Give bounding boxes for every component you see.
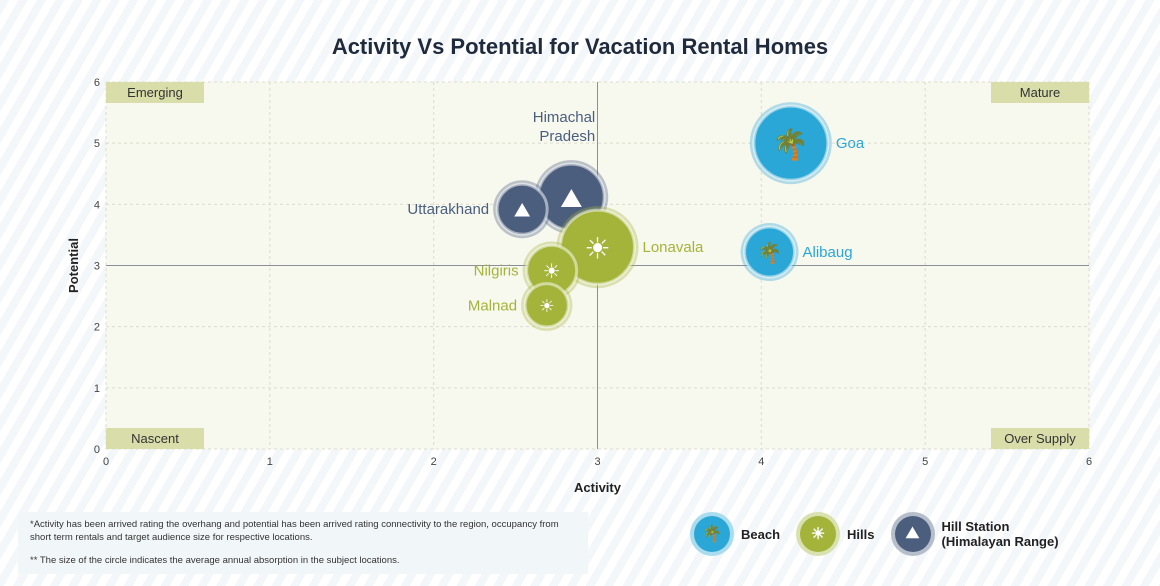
x-tick-label: 3 — [594, 456, 600, 468]
y-tick-label: 1 — [94, 383, 100, 395]
x-tick-label: 2 — [431, 456, 437, 468]
palm-island-icon: 🌴 — [757, 241, 782, 265]
y-tick-label: 4 — [94, 199, 100, 211]
mountain-balloon-icon: ⛰ — [890, 512, 935, 556]
legend-label: Hill Station (Himalayan Range) — [942, 519, 1059, 549]
point-label: Uttarakhand — [407, 201, 489, 218]
bubble-goa — [752, 104, 830, 182]
legend-label-line1: Hill Station — [941, 519, 1010, 534]
quadrant-label: Over Supply — [1004, 431, 1076, 446]
bubble-alibaug — [743, 225, 797, 279]
bubble-uttarakhand — [495, 182, 549, 236]
point-label: Alibaug — [803, 244, 853, 261]
x-tick-label: 1 — [267, 456, 273, 468]
quadrant-label-bg — [106, 82, 204, 103]
legend-beach: 🌴 Beach — [690, 512, 780, 556]
bubble-malnad — [523, 282, 570, 329]
mountain-balloon-icon: ⛰ — [560, 183, 582, 213]
y-tick-label: 0 — [94, 444, 100, 456]
point-label: Malnad — [468, 297, 517, 314]
legend-hills: ☀ Hills — [796, 512, 875, 556]
legend-label: Beach — [741, 526, 781, 542]
palm-island-icon: 🌴 — [772, 127, 809, 161]
footnote-activity: *Activity has been arrived rating the ov… — [30, 519, 559, 543]
x-tick-label: 6 — [1086, 456, 1092, 468]
mountain-balloon-icon: ⛰ — [514, 200, 531, 222]
x-tick-label: 0 — [103, 456, 109, 468]
legend-hill-station: ⛰ Hill Station (Himalayan Range) — [890, 512, 1059, 556]
quadrant-label-bg — [991, 82, 1089, 103]
legend: 🌴 Beach ☀ Hills ⛰ Hill Station (Himalayan… — [690, 512, 1067, 556]
quadrant-label: Mature — [1020, 85, 1060, 100]
y-tick-label: 3 — [94, 261, 100, 273]
quadrant-label-bg — [991, 428, 1089, 449]
y-axis-label: Potential — [66, 238, 81, 293]
x-tick-label: 4 — [758, 456, 764, 468]
x-axis-label: Activity — [574, 480, 622, 495]
x-tick-label: 5 — [922, 456, 928, 468]
y-tick-label: 6 — [94, 77, 100, 89]
hills-tree-icon: ☀ — [539, 296, 555, 316]
legend-label-line2: (Himalayan Range) — [941, 534, 1059, 549]
hills-tree-icon: ☀ — [796, 512, 841, 556]
footnote-box: *Activity has been arrived rating the ov… — [18, 512, 588, 574]
legend-label: Hills — [847, 526, 875, 542]
point-label: Himachal Pradesh — [533, 109, 596, 145]
quadrant-label: Emerging — [127, 85, 183, 100]
palm-island-icon: 🌴 — [690, 512, 734, 556]
hills-tree-icon: ☀ — [584, 232, 611, 265]
footnote-size: ** The size of the circle indicates the … — [30, 555, 400, 566]
point-label: Nilgiris — [474, 262, 519, 279]
point-label: Goa — [836, 135, 865, 152]
y-tick-label: 2 — [94, 322, 100, 334]
chart-title: Activity Vs Potential for Vacation Renta… — [331, 34, 829, 59]
point-label: Lonavala — [643, 239, 705, 256]
hills-tree-icon: ☀ — [543, 261, 561, 283]
quadrant-label: Nascent — [131, 431, 179, 446]
quadrant-label-bg — [106, 428, 204, 449]
y-tick-label: 5 — [94, 138, 100, 150]
